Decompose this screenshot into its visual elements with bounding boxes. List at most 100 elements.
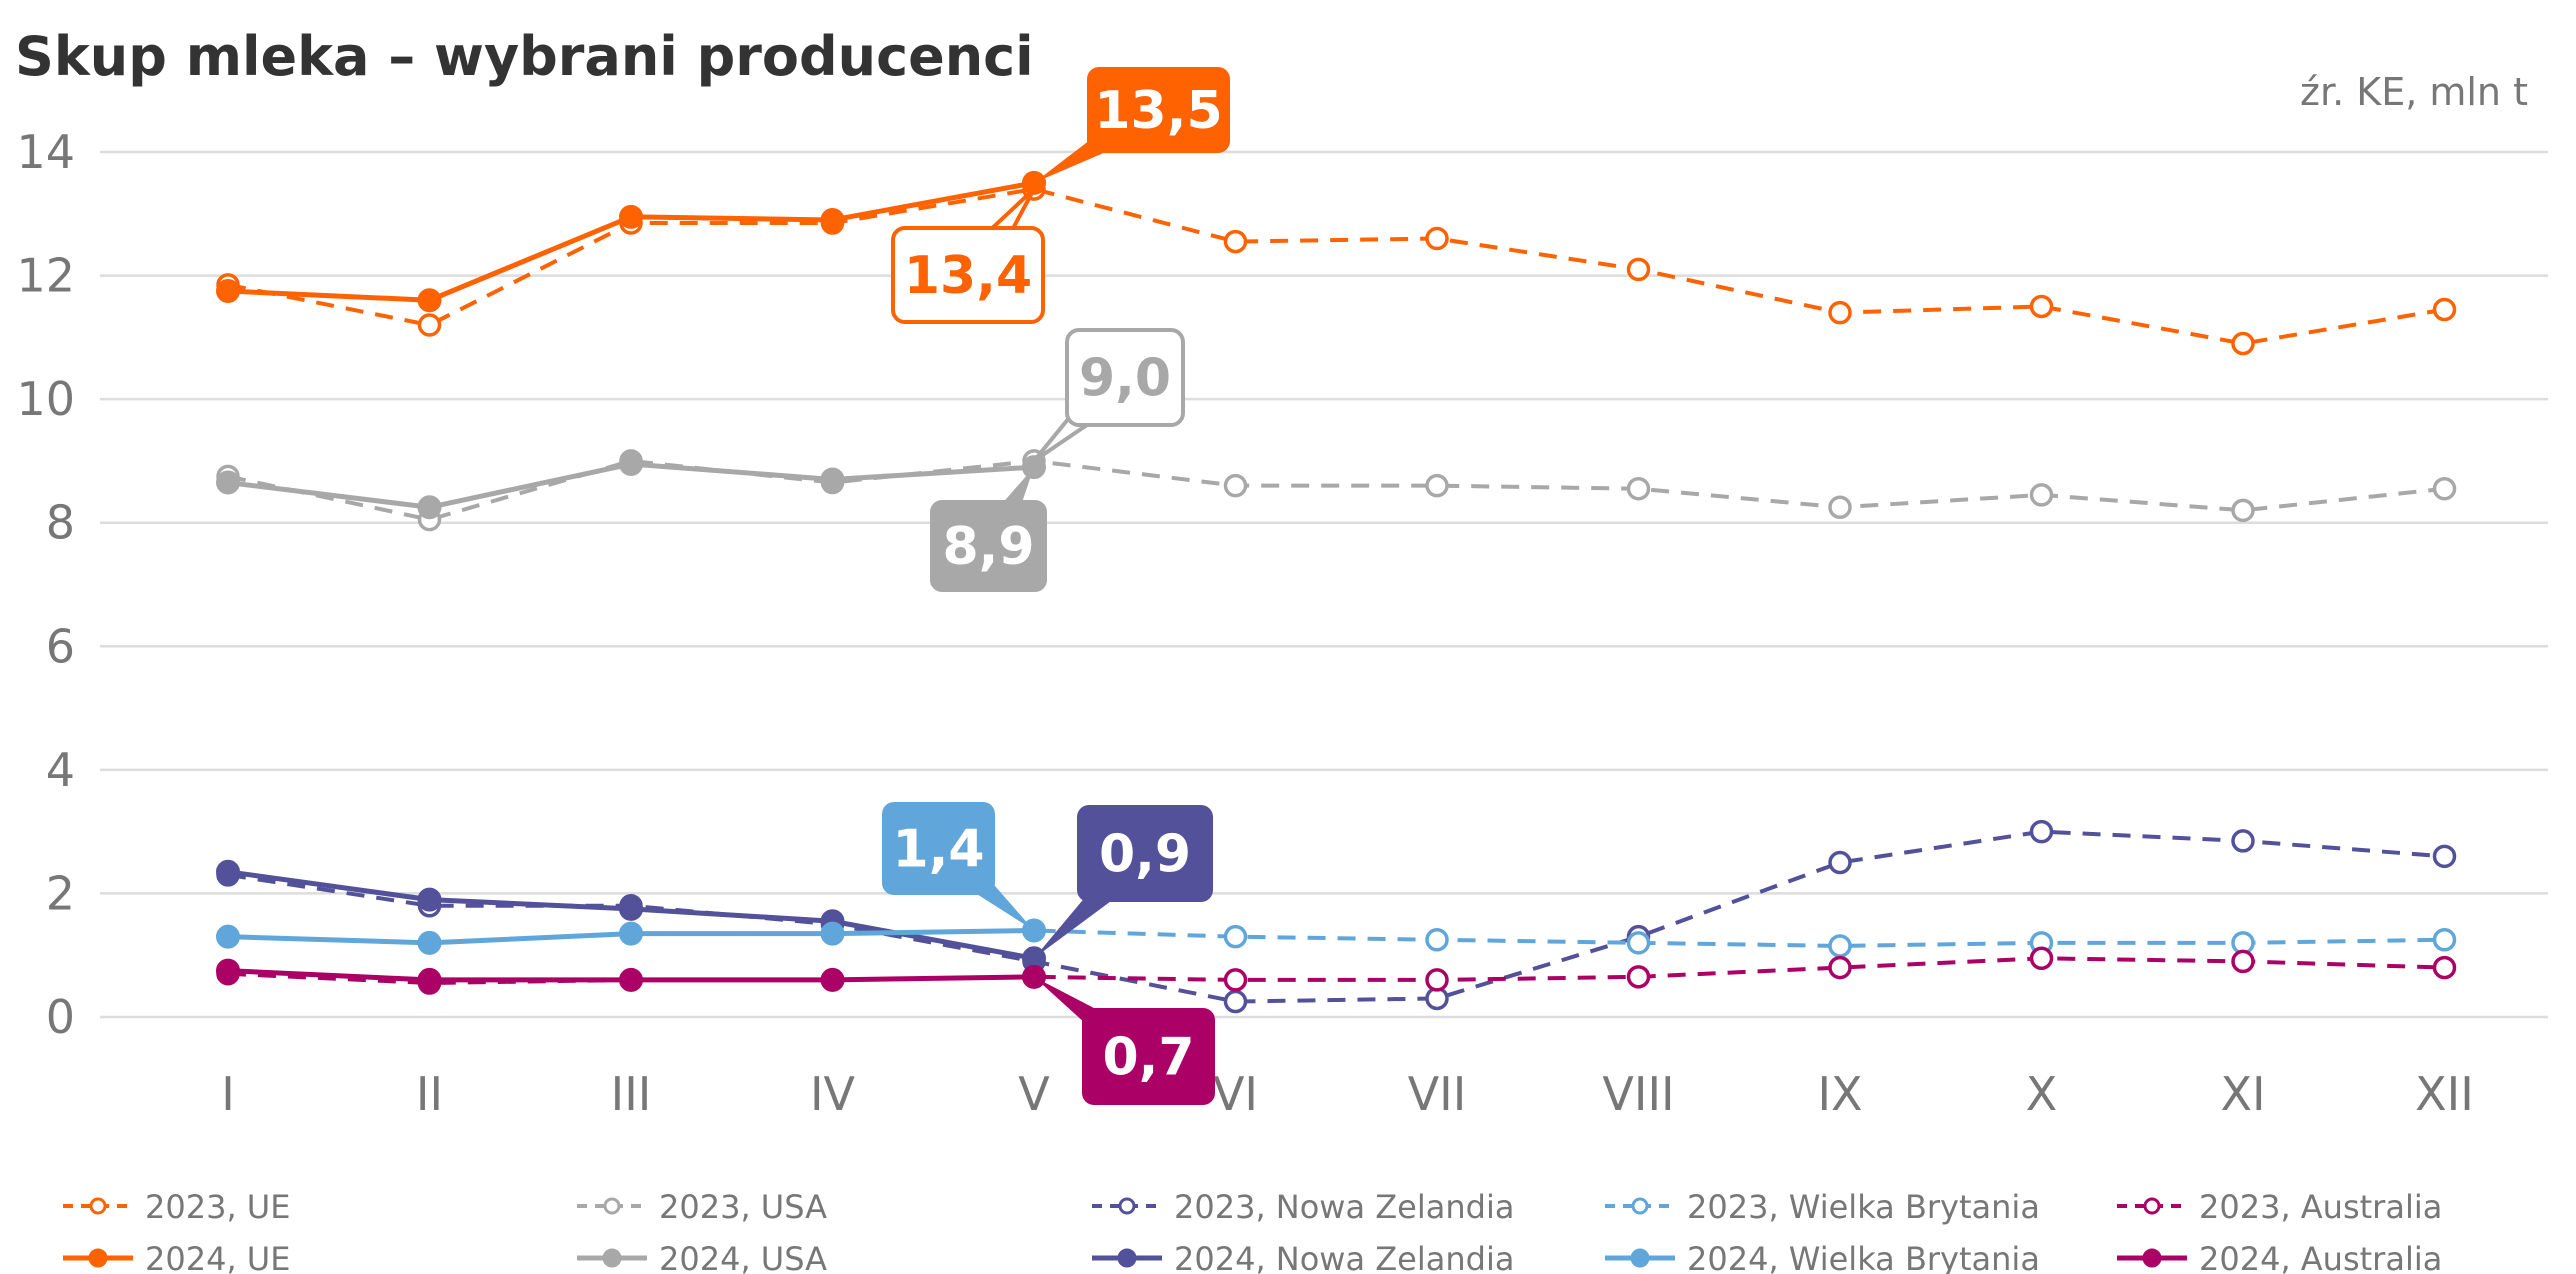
- data-point: [1626, 965, 1651, 989]
- legend-item: 2024, USA: [577, 1240, 827, 1274]
- legend-item: 2024, Nowa Zelandia: [1092, 1240, 1514, 1274]
- data-point: [417, 887, 442, 912]
- data-point: [1828, 955, 1852, 980]
- data-point: [2231, 949, 2255, 974]
- legend-item: 2023, UE: [63, 1188, 290, 1226]
- callout-text: 13,5: [1094, 81, 1222, 141]
- data-label-callout: 9,0: [1032, 328, 1185, 463]
- legend-marker-icon: [1630, 1248, 1650, 1268]
- data-point: [1626, 931, 1651, 955]
- legend-item: 2023, Wielka Brytania: [1605, 1188, 2040, 1226]
- legend-marker-icon: [89, 1197, 107, 1215]
- callout-box: [1082, 1008, 1215, 1105]
- data-point: [1626, 476, 1651, 501]
- y-tick-label: 10: [16, 372, 75, 426]
- data-point: [1425, 928, 1449, 952]
- data-point: [619, 967, 643, 992]
- y-tick-label: 14: [16, 125, 75, 179]
- data-point: [2432, 955, 2457, 980]
- callout-text: 13,4: [904, 246, 1032, 306]
- data-point: [417, 288, 442, 313]
- data-point: [2029, 819, 2054, 844]
- callout-text: 9,0: [1079, 349, 1171, 409]
- data-label-callout: 0,9: [1034, 805, 1213, 959]
- series-2023-usa: [216, 449, 2457, 532]
- x-tick-label: VIII: [1602, 1067, 1674, 1121]
- x-tick-label: XI: [2220, 1067, 2265, 1121]
- data-point: [1626, 257, 1651, 282]
- data-point: [1425, 473, 1449, 498]
- legend-label: 2024, Nowa Zelandia: [1174, 1240, 1514, 1274]
- callout-text: 8,9: [942, 517, 1034, 577]
- data-point: [820, 921, 845, 946]
- legend-marker-icon: [2143, 1197, 2161, 1215]
- y-tick-label: 4: [46, 743, 75, 797]
- legend-item: 2023, Nowa Zelandia: [1092, 1188, 1514, 1226]
- series-2023-australia: [216, 946, 2457, 995]
- data-point: [619, 452, 643, 477]
- x-tick-label: III: [611, 1067, 652, 1121]
- y-tick-label: 8: [46, 496, 75, 550]
- data-point: [1425, 226, 1449, 251]
- legend-label: 2023, UE: [145, 1188, 290, 1226]
- legend-label: 2024, Wielka Brytania: [1687, 1240, 2040, 1274]
- legend-marker-icon: [603, 1197, 621, 1215]
- data-point: [417, 967, 442, 992]
- data-point: [216, 958, 240, 983]
- x-tick-label: II: [416, 1067, 443, 1121]
- legend-label: 2024, Australia: [2199, 1240, 2442, 1274]
- data-point: [619, 921, 643, 946]
- callout-box: [882, 802, 995, 895]
- callout-text: 1,4: [892, 820, 984, 880]
- data-point: [216, 859, 240, 884]
- data-point: [1223, 229, 1248, 254]
- data-point: [216, 279, 240, 304]
- legend-label: 2023, Australia: [2199, 1188, 2442, 1226]
- data-label-callout: 13,4: [891, 187, 1045, 324]
- y-tick-label: 2: [46, 866, 75, 920]
- data-label-callout: 13,5: [1034, 67, 1230, 183]
- data-label-callout: 8,9: [930, 467, 1047, 592]
- legend-marker-icon: [88, 1248, 108, 1268]
- legend-marker-icon: [1117, 1248, 1137, 1268]
- data-point: [216, 470, 240, 495]
- data-label-callout: 0,7: [1034, 976, 1215, 1105]
- series-2024-ue: [216, 170, 1046, 313]
- callout-box: [930, 500, 1047, 592]
- x-tick-label: VII: [1408, 1067, 1467, 1121]
- data-label-callout: 1,4: [882, 802, 1034, 931]
- data-point: [619, 204, 643, 229]
- data-point: [2231, 331, 2255, 356]
- data-point: [216, 924, 240, 949]
- series-2024-wielka-brytania: [216, 918, 1046, 955]
- data-point: [820, 467, 845, 492]
- series-line: [227, 187, 2445, 346]
- y-tick-label: 0: [46, 990, 75, 1044]
- data-point: [1828, 300, 1852, 325]
- x-tick-label: VI: [1213, 1067, 1258, 1121]
- data-point: [1223, 989, 1248, 1014]
- y-tick-label: 12: [16, 249, 75, 303]
- data-point: [1425, 968, 1449, 992]
- y-tick-label: 6: [46, 619, 75, 673]
- x-tick-label: IX: [1817, 1067, 1862, 1121]
- data-point: [417, 495, 442, 520]
- legend-item: 2024, Wielka Brytania: [1605, 1240, 2040, 1274]
- source-note: źr. KE, mln t: [2300, 70, 2528, 114]
- legend-item: 2024, UE: [63, 1240, 290, 1274]
- data-point: [1223, 968, 1248, 992]
- legend-item: 2023, Australia: [2117, 1188, 2442, 1226]
- callout-box: [1065, 328, 1185, 427]
- data-point: [2432, 476, 2457, 501]
- data-point: [1223, 924, 1248, 949]
- data-point: [820, 207, 845, 232]
- data-point: [2231, 829, 2255, 853]
- data-point: [417, 930, 442, 955]
- data-point: [1828, 850, 1852, 875]
- legend-marker-icon: [602, 1248, 622, 1268]
- x-tick-label: XII: [2415, 1067, 2474, 1121]
- x-tick-label: X: [2026, 1067, 2058, 1121]
- data-point: [2432, 844, 2457, 869]
- x-tick-label: V: [1018, 1067, 1050, 1121]
